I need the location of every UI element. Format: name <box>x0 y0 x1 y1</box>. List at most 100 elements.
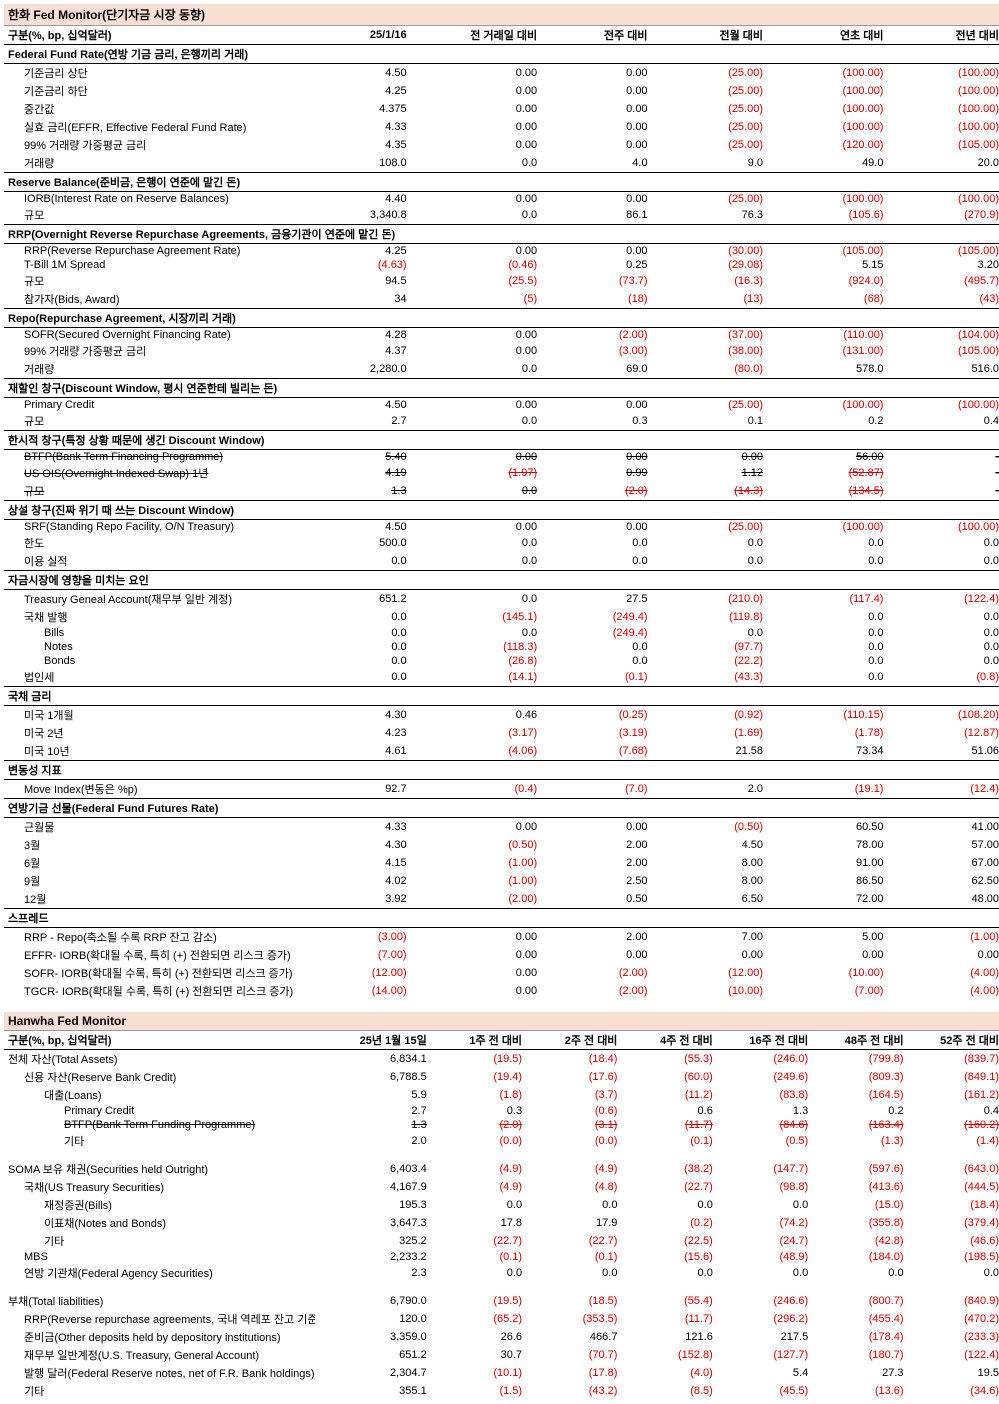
row-label: 국채(US Treasury Securities) <box>4 1178 315 1196</box>
value-cell: (12.00) <box>652 964 767 982</box>
row-label: 기타 <box>4 1132 315 1150</box>
column-header: 48주 전 대비 <box>812 1031 907 1050</box>
table-row: 대출(Loans)5.9(1.8)(3.7)(11.2)(83.8)(164.5… <box>4 1086 999 1104</box>
value-cell: (4.9) <box>526 1160 621 1178</box>
value-cell: (100.00) <box>887 64 999 83</box>
column-header: 구분(%, bp, 십억달러) <box>4 1031 315 1050</box>
value-cell: 94.5 <box>315 272 410 290</box>
value-cell: 0.4 <box>908 1104 999 1118</box>
row-label: SOFR(Secured Overnight Financing Rate) <box>4 328 315 343</box>
value-cell: 0.0 <box>717 1264 812 1282</box>
value-cell: 466.7 <box>526 1328 621 1346</box>
row-label: RRP(Reverse Repurchase Agreement Rate) <box>4 244 315 259</box>
value-cell: 0.00 <box>652 946 767 964</box>
row-label: Bonds <box>4 654 315 668</box>
value-cell: 0.00 <box>887 946 999 964</box>
value-cell: (4.9) <box>431 1160 526 1178</box>
row-label: 미국 2년 <box>4 724 315 742</box>
value-cell: 0.00 <box>541 946 651 964</box>
table-row: 규모94.5(25.5)(73.7)(16.3)(924.0)(495.7) <box>4 272 999 290</box>
value-cell: 0.0 <box>541 640 651 654</box>
value-cell: (0.1) <box>541 668 651 687</box>
value-cell: (7.00) <box>767 982 887 1000</box>
value-cell: 0.00 <box>541 192 651 207</box>
value-cell: 500.0 <box>315 534 410 552</box>
row-label: 규모 <box>4 206 315 225</box>
value-cell: 0.0 <box>541 552 651 571</box>
value-cell: (19.5) <box>431 1292 526 1310</box>
column-header: 연초 대비 <box>767 26 887 45</box>
value-cell: 57.00 <box>887 836 999 854</box>
value-cell: (1.4) <box>908 1132 999 1150</box>
value-cell: (2.00) <box>541 982 651 1000</box>
value-cell: 2.7 <box>315 1104 430 1118</box>
value-cell: (11.2) <box>621 1086 716 1104</box>
value-cell: 17.9 <box>526 1214 621 1232</box>
row-label: Bills <box>4 626 315 640</box>
row-label: 준비금(Other deposits held by depository in… <box>4 1328 315 1346</box>
value-cell: 91.00 <box>767 854 887 872</box>
table-row: 기준금리 상단4.500.000.00(25.00)(100.00)(100.0… <box>4 64 999 83</box>
value-cell: (100.00) <box>887 192 999 207</box>
row-label: 전체 자산(Total Assets) <box>4 1050 315 1069</box>
value-cell: 0.0 <box>526 1264 621 1282</box>
value-cell: (7.68) <box>541 742 651 761</box>
value-cell: 0.00 <box>411 982 542 1000</box>
value-cell: 0.0 <box>315 640 410 654</box>
value-cell: (12.00) <box>315 964 410 982</box>
value-cell: 0.1 <box>652 412 767 431</box>
row-label: IORB(Interest Rate on Reserve Balances) <box>4 192 315 207</box>
value-cell: 0.00 <box>411 64 542 83</box>
value-cell: (246.0) <box>717 1050 812 1069</box>
value-cell: 0.0 <box>411 534 542 552</box>
row-label: 규모 <box>4 482 315 501</box>
table-row: 기준금리 하단4.250.000.00(25.00)(100.00)(100.0… <box>4 82 999 100</box>
value-cell: 1.3 <box>315 482 410 501</box>
value-cell: 0.0 <box>431 1264 526 1282</box>
value-cell: 4.0 <box>541 154 651 173</box>
value-cell: (0.1) <box>526 1250 621 1264</box>
row-label: 중간값 <box>4 100 315 118</box>
value-cell: 0.0 <box>767 654 887 668</box>
row-label: 국채 발행 <box>4 608 315 626</box>
value-cell: 4.30 <box>315 706 410 725</box>
value-cell: 8.00 <box>652 872 767 890</box>
column-header: 전년 대비 <box>887 26 999 45</box>
value-cell: (0.1) <box>431 1250 526 1264</box>
row-label: T-Bill 1M Spread <box>4 258 315 272</box>
value-cell: (164.5) <box>812 1086 907 1104</box>
value-cell: (100.00) <box>767 118 887 136</box>
value-cell: 6,403.4 <box>315 1160 430 1178</box>
value-cell: (0.5) <box>717 1132 812 1150</box>
section-header: 상설 창구(진짜 위기 때 쓰는 Discount Window) <box>4 501 999 520</box>
value-cell: 92.7 <box>315 780 410 799</box>
value-cell: (160.2) <box>908 1118 999 1132</box>
table-title: 한화 Fed Monitor(단기자금 시장 동향) <box>4 4 999 26</box>
table-row: EFFR- IORB(확대될 수록, 특히 (+) 전환되면 리스크 증가)(7… <box>4 946 999 964</box>
value-cell: 4.30 <box>315 836 410 854</box>
row-label: 기타 <box>4 1232 315 1250</box>
row-label: 기준금리 상단 <box>4 64 315 83</box>
value-cell: (84.6) <box>717 1118 812 1132</box>
value-cell: 0.00 <box>541 118 651 136</box>
row-label: 규모 <box>4 412 315 431</box>
table-row: 미국 2년4.23(3.17)(3.19)(1.69)(1.78)(12.87) <box>4 724 999 742</box>
value-cell: (4.63) <box>315 258 410 272</box>
value-cell: 0.99 <box>541 464 651 482</box>
value-cell: (100.00) <box>767 100 887 118</box>
value-cell: (7.0) <box>541 780 651 799</box>
value-cell: (25.00) <box>652 82 767 100</box>
value-cell: (105.00) <box>887 342 999 360</box>
table-row: 참가자(Bids, Award)34(5)(18)(13)(68)(43) <box>4 290 999 309</box>
value-cell: (3.17) <box>411 724 542 742</box>
value-cell: (643.0) <box>908 1160 999 1178</box>
value-cell: (249.4) <box>541 608 651 626</box>
value-cell: 0.0 <box>621 1264 716 1282</box>
value-cell: 1.3 <box>315 1118 430 1132</box>
value-cell: (839.7) <box>908 1050 999 1069</box>
value-cell: 0.00 <box>411 450 542 465</box>
value-cell: (353.5) <box>526 1310 621 1328</box>
row-label: 연방 기관채(Federal Agency Securities) <box>4 1264 315 1282</box>
value-cell: (18.4) <box>526 1050 621 1069</box>
value-cell: 0.0 <box>541 654 651 668</box>
